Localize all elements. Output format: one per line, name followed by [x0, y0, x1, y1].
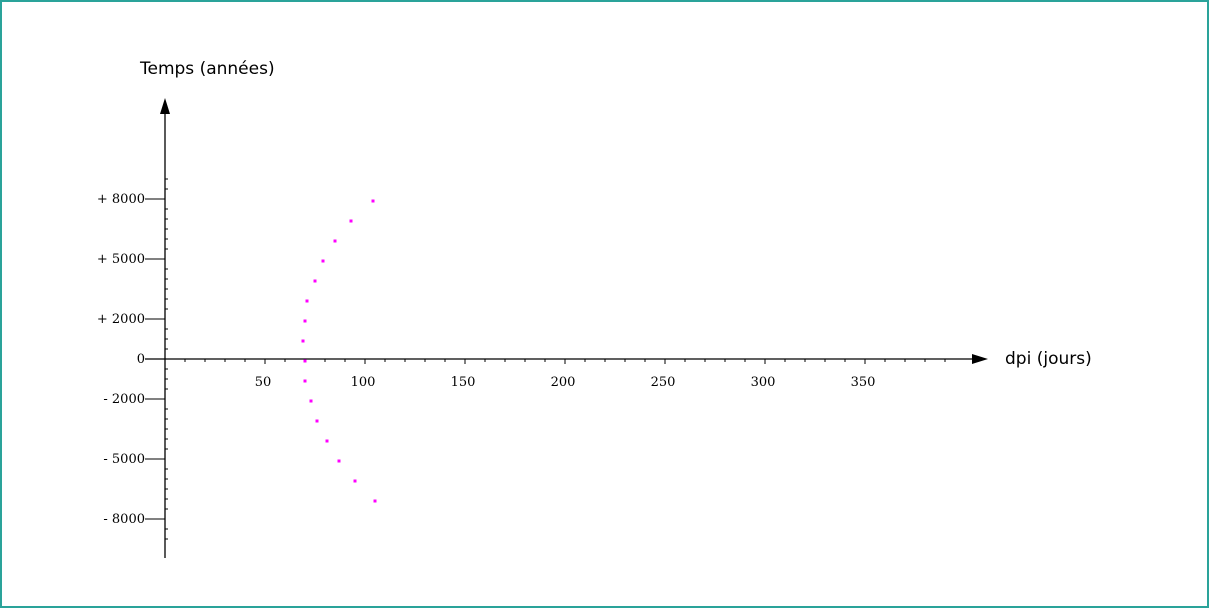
x-tick-label: 150	[451, 375, 476, 390]
data-point	[325, 439, 329, 443]
data-point	[321, 259, 325, 263]
y-tick-label: 0	[137, 352, 145, 367]
x-tick-label: 300	[751, 375, 776, 390]
y-axis-title: Temps (années)	[139, 59, 275, 79]
y-ticks: + 8000 + 5000 + 2000 0 - 2000 - 5000 - 8000	[97, 192, 165, 527]
axes	[145, 98, 988, 558]
x-axis-title: dpi (jours)	[1005, 349, 1092, 369]
data-point	[303, 379, 307, 383]
data-point	[333, 239, 337, 243]
minor-ticks	[165, 178, 946, 540]
y-axis-arrowhead	[160, 98, 170, 114]
data-point	[305, 299, 309, 303]
data-points	[301, 199, 377, 503]
y-tick-label: - 5000	[103, 452, 145, 467]
x-axis-arrowhead	[972, 354, 988, 364]
data-point	[349, 219, 353, 223]
data-point	[313, 279, 317, 283]
y-tick-label: + 5000	[97, 252, 145, 267]
y-tick-label: - 8000	[103, 512, 145, 527]
x-tick-label: 200	[551, 375, 576, 390]
data-point	[373, 499, 377, 503]
y-tick-label: - 2000	[103, 392, 145, 407]
x-tick-label: 250	[651, 375, 676, 390]
data-point	[353, 479, 357, 483]
x-tick-label: 100	[351, 375, 376, 390]
y-tick-label: + 8000	[97, 192, 145, 207]
data-point	[303, 359, 307, 363]
data-point	[371, 199, 375, 203]
data-point	[315, 419, 319, 423]
data-point	[303, 319, 307, 323]
data-point	[337, 459, 341, 463]
data-point	[309, 399, 313, 403]
data-point	[301, 339, 305, 343]
y-tick-label: + 2000	[97, 312, 145, 327]
x-tick-label: 350	[851, 375, 876, 390]
x-ticks: 50 100 150 200 250 300 350	[255, 359, 876, 390]
x-tick-label: 50	[255, 375, 272, 390]
